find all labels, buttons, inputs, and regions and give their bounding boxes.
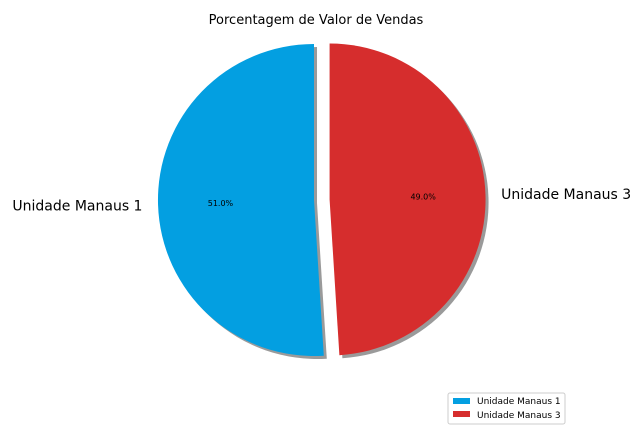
pie-slices: [157, 43, 486, 356]
legend-swatch-unidade-manaus-3: [453, 411, 470, 417]
legend-frame: [447, 392, 566, 425]
pie-slice-unidade-manaus-1: [157, 43, 324, 356]
pie-slice-unidade-manaus-3: [329, 43, 486, 356]
pie-percent-label-unidade-manaus-3: 49.0%: [410, 193, 436, 202]
legend: Unidade Manaus 1 Unidade Manaus 3: [447, 392, 566, 425]
chart-title: Porcentagem de Valor de Vendas: [209, 13, 424, 28]
pie-labels: 51.0% Unidade Manaus 1 49.0% Unidade Manaus…: [12, 187, 631, 214]
pie-category-label-unidade-manaus-1: Unidade Manaus 1: [12, 198, 142, 214]
legend-label-unidade-manaus-3: Unidade Manaus 3: [477, 411, 561, 421]
pie-percent-label-unidade-manaus-1: 51.0%: [208, 199, 234, 208]
legend-swatch-unidade-manaus-1: [453, 398, 470, 404]
legend-label-unidade-manaus-1: Unidade Manaus 1: [477, 397, 561, 407]
pie-category-label-unidade-manaus-3: Unidade Manaus 3: [501, 187, 631, 203]
